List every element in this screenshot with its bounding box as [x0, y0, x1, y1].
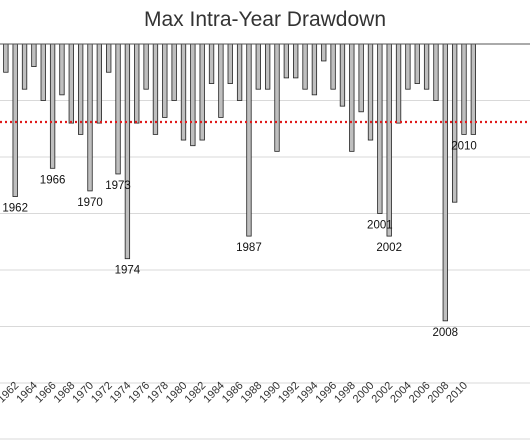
bar-1979 — [171, 43, 177, 101]
bar-1984 — [218, 43, 224, 118]
bar-1999 — [358, 43, 364, 113]
bar-1977 — [152, 43, 159, 135]
bar-2002 — [386, 43, 392, 237]
bar-1973 — [115, 43, 121, 175]
bar-2009 — [451, 43, 458, 203]
bar-label-1973: 1973 — [105, 180, 131, 192]
bar-1982 — [199, 43, 205, 141]
bar-label-2010: 2010 — [451, 140, 477, 152]
bar-1994 — [311, 43, 318, 96]
bar-1963 — [21, 43, 28, 90]
bar-2008 — [442, 43, 448, 322]
bar-1976 — [143, 43, 149, 90]
bar-1971 — [96, 43, 102, 124]
bar-1981 — [190, 43, 196, 147]
bar-1974 — [124, 43, 131, 260]
bar-1967 — [59, 43, 65, 96]
bar-1993 — [302, 43, 308, 90]
bar-1968 — [68, 43, 74, 124]
bar-1991 — [283, 43, 290, 79]
bar-2003 — [395, 43, 402, 124]
bar-2011 — [470, 43, 477, 135]
bar-2007 — [433, 43, 439, 101]
bar-label-1970: 1970 — [77, 197, 103, 209]
bar-2004 — [405, 43, 411, 90]
bar-1985 — [227, 43, 233, 84]
bar-1992 — [293, 43, 299, 79]
bar-1966 — [49, 43, 56, 169]
bar-1962 — [12, 43, 18, 197]
bar-label-1974: 1974 — [115, 265, 141, 277]
bar-1989 — [264, 43, 271, 90]
bar-label-1962: 1962 — [2, 203, 28, 215]
bar-1975 — [134, 43, 140, 124]
bar-1964 — [31, 43, 37, 68]
bar-1997 — [339, 43, 346, 107]
bar-1965 — [40, 43, 46, 101]
bar-1961 — [3, 43, 9, 73]
bar-1980 — [180, 43, 187, 141]
bar-1972 — [106, 43, 112, 73]
bar-2010 — [461, 43, 467, 135]
bar-label-1987: 1987 — [236, 242, 262, 254]
bar-label-1966: 1966 — [40, 174, 66, 186]
bar-1987 — [246, 43, 252, 237]
bar-1978 — [162, 43, 168, 118]
bar-label-2002: 2002 — [376, 242, 402, 254]
bar-1990 — [274, 43, 280, 152]
bar-1996 — [330, 43, 336, 90]
bar-1998 — [349, 43, 355, 152]
bar-2006 — [423, 43, 430, 90]
bar-1986 — [236, 43, 243, 101]
bar-1995 — [321, 43, 327, 62]
bar-label-2008: 2008 — [433, 327, 459, 339]
bar-2005 — [414, 43, 420, 84]
bar-label-2001: 2001 — [367, 220, 393, 232]
bar-1983 — [208, 43, 215, 84]
bar-1970 — [87, 43, 93, 192]
x-tick-label-2010: 2010 — [444, 380, 470, 406]
bar-2001 — [377, 43, 383, 214]
bar-1988 — [255, 43, 261, 90]
bar-1969 — [78, 43, 84, 135]
chart-title: Max Intra-Year Drawdown — [144, 8, 386, 31]
bar-2000 — [367, 43, 374, 141]
